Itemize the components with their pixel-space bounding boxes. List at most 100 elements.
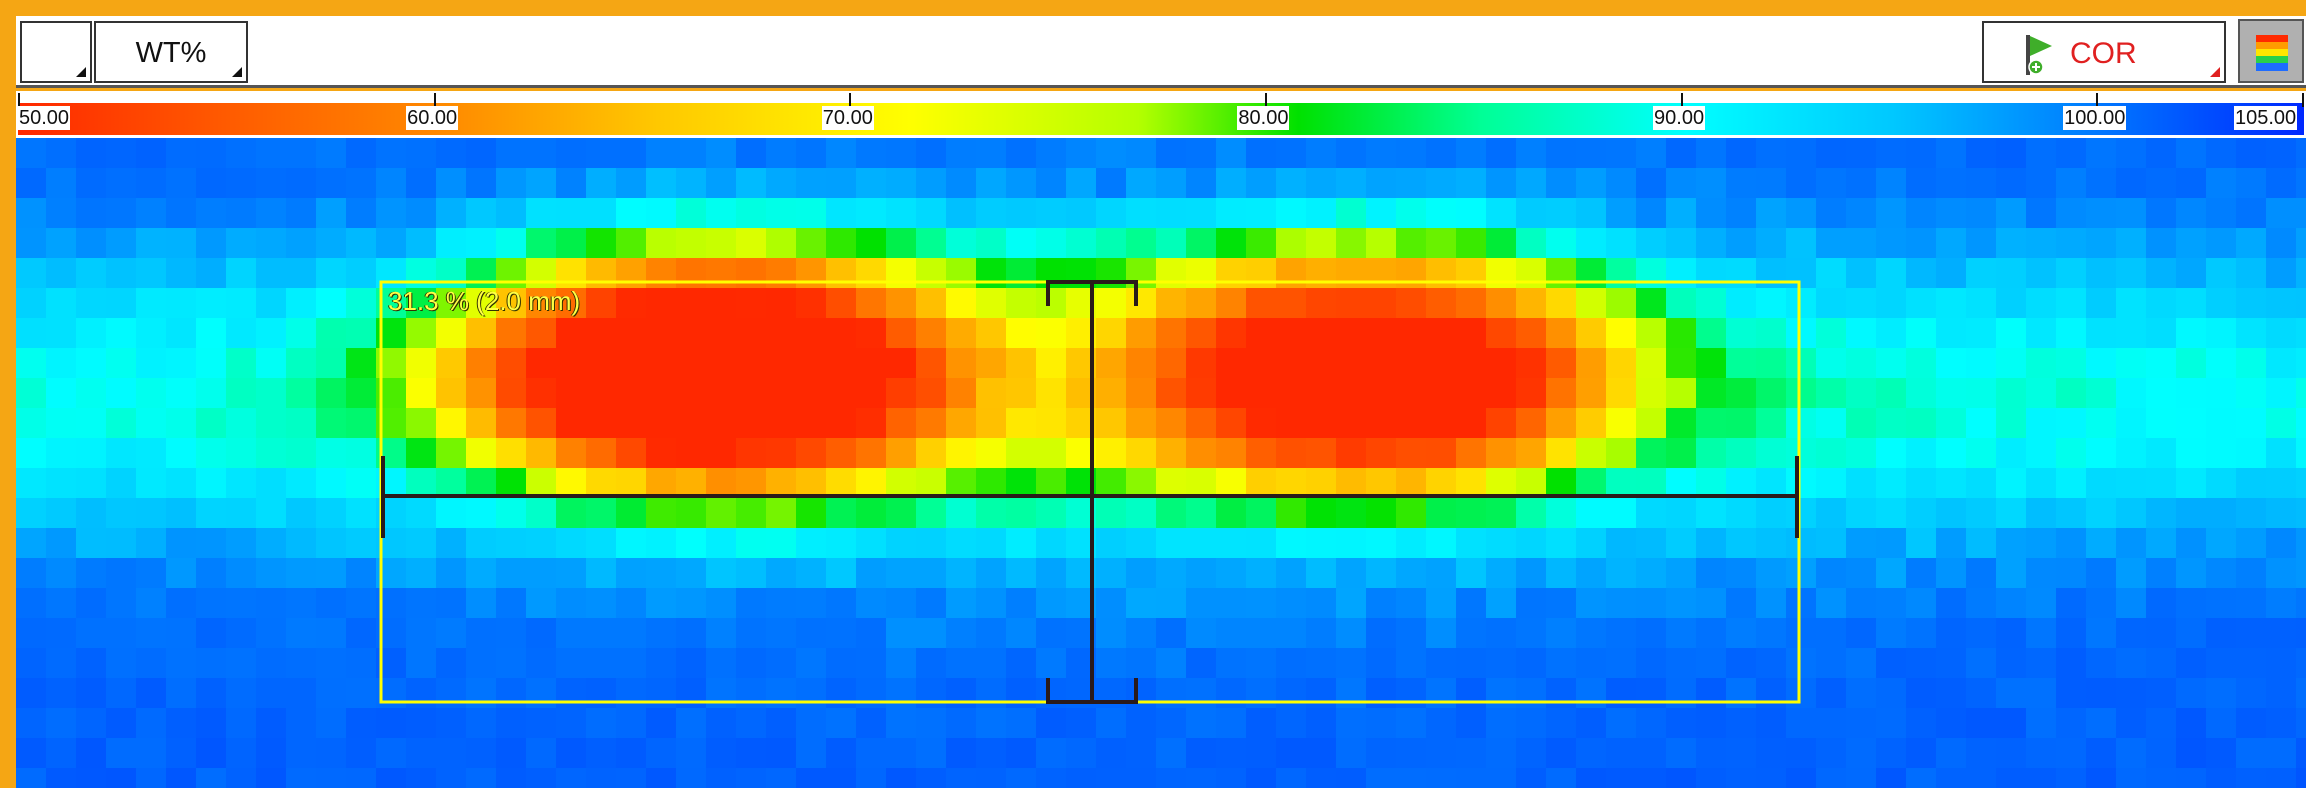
- heatmap-cell: [406, 318, 437, 349]
- heatmap-cell: [166, 138, 197, 169]
- heatmap-cell: [526, 138, 557, 169]
- heatmap-cell: [1276, 138, 1307, 169]
- heatmap-cell: [406, 558, 437, 589]
- heatmap-cell: [496, 348, 527, 379]
- heatmap-cell: [1516, 138, 1547, 169]
- heatmap-cell: [1426, 258, 1457, 289]
- heatmap-cell: [376, 168, 407, 199]
- heatmap-cell: [1936, 408, 1967, 439]
- heatmap-cell: [1516, 648, 1547, 679]
- heatmap-canvas[interactable]: [16, 138, 2306, 788]
- heatmap-cell: [1246, 138, 1277, 169]
- heatmap-cell: [826, 378, 857, 409]
- heatmap-cell: [496, 768, 527, 788]
- heatmap-cell: [526, 168, 557, 199]
- heatmap-cell: [2266, 168, 2297, 199]
- heatmap-cell: [166, 468, 197, 499]
- heatmap-cell: [1726, 498, 1757, 529]
- heatmap-cell: [106, 258, 137, 289]
- blank-dropdown[interactable]: [20, 21, 92, 83]
- heatmap-cell: [1486, 168, 1517, 199]
- heatmap-cell: [856, 588, 887, 619]
- heatmap-cell: [286, 318, 317, 349]
- heatmap-cell: [1696, 618, 1727, 649]
- heatmap-cell: [1486, 228, 1517, 259]
- heatmap-cell: [1336, 558, 1367, 589]
- heatmap-cell: [706, 378, 737, 409]
- heatmap-cell: [1216, 588, 1247, 619]
- heatmap-cell: [136, 288, 167, 319]
- heatmap-cell: [76, 198, 107, 229]
- heatmap-cell: [2146, 378, 2177, 409]
- heatmap-cell: [856, 768, 887, 788]
- heatmap-cell: [1006, 198, 1037, 229]
- color-scale-tick-label: 80.00: [1237, 106, 1290, 130]
- heatmap-cell: [2206, 558, 2237, 589]
- color-scale-tick: [1264, 93, 1267, 107]
- heatmap-cell: [1516, 708, 1547, 739]
- heatmap-cell: [136, 558, 167, 589]
- heatmap-cell: [616, 258, 647, 289]
- heatmap-cell: [616, 558, 647, 589]
- heatmap-cell: [706, 138, 737, 169]
- heatmap-cell: [2296, 648, 2306, 679]
- heatmap-cell: [1486, 768, 1517, 788]
- heatmap-cell: [1936, 198, 1967, 229]
- heatmap-cell: [196, 258, 227, 289]
- dropdown-corner-icon: [232, 67, 242, 77]
- heatmap-cell: [2176, 258, 2207, 289]
- heatmap-cell: [1156, 498, 1187, 529]
- color-scale-bar: 50.00 60.00 70.00 80.00 90.00 100.00 105.00: [16, 91, 2306, 138]
- heatmap-cell: [1246, 408, 1277, 439]
- heatmap-view[interactable]: 31.3 % (2.0 mm): [16, 138, 2306, 788]
- heatmap-cell: [1096, 408, 1127, 439]
- heatmap-cell: [466, 438, 497, 469]
- heatmap-cell: [436, 708, 467, 739]
- heatmap-cell: [1936, 168, 1967, 199]
- heatmap-cell: [976, 738, 1007, 769]
- heatmap-cell: [706, 708, 737, 739]
- heatmap-cell: [496, 258, 527, 289]
- heatmap-cell: [1726, 348, 1757, 379]
- heatmap-cell: [226, 378, 257, 409]
- heatmap-cell: [1306, 228, 1337, 259]
- heatmap-cell: [196, 228, 227, 259]
- heatmap-cell: [1336, 768, 1367, 788]
- heatmap-cell: [916, 378, 947, 409]
- heatmap-cell: [736, 648, 767, 679]
- heatmap-cell: [1336, 438, 1367, 469]
- heatmap-cell: [2056, 558, 2087, 589]
- heatmap-cell: [1996, 588, 2027, 619]
- heatmap-cell: [1726, 558, 1757, 589]
- palette-button[interactable]: [2238, 19, 2304, 83]
- heatmap-cell: [1186, 678, 1217, 709]
- heatmap-cell: [946, 588, 977, 619]
- color-scale-tick-label: 70.00: [821, 106, 874, 130]
- heatmap-cell: [2146, 498, 2177, 529]
- heatmap-cell: [496, 648, 527, 679]
- heatmap-cell: [826, 348, 857, 379]
- heatmap-cell: [76, 678, 107, 709]
- heatmap-cell: [1816, 588, 1847, 619]
- heatmap-cell: [1156, 558, 1187, 589]
- heatmap-cell: [346, 318, 377, 349]
- heatmap-cell: [1696, 168, 1727, 199]
- heatmap-cell: [1396, 588, 1427, 619]
- heatmap-cell: [1486, 498, 1517, 529]
- heatmap-cell: [676, 138, 707, 169]
- heatmap-cell: [916, 558, 947, 589]
- heatmap-cell: [556, 138, 587, 169]
- heatmap-cell: [196, 738, 227, 769]
- heatmap-cell: [2116, 648, 2147, 679]
- view-orientation-dropdown[interactable]: COR: [1982, 21, 2226, 83]
- heatmap-cell: [76, 318, 107, 349]
- heatmap-cell: [2176, 138, 2207, 169]
- heatmap-cell: [2206, 408, 2237, 439]
- heatmap-cell: [406, 648, 437, 679]
- heatmap-cell: [1036, 408, 1067, 439]
- unit-dropdown[interactable]: WT%: [94, 21, 248, 83]
- heatmap-cell: [226, 768, 257, 788]
- heatmap-cell: [796, 738, 827, 769]
- heatmap-cell: [1786, 198, 1817, 229]
- heatmap-cell: [1186, 258, 1217, 289]
